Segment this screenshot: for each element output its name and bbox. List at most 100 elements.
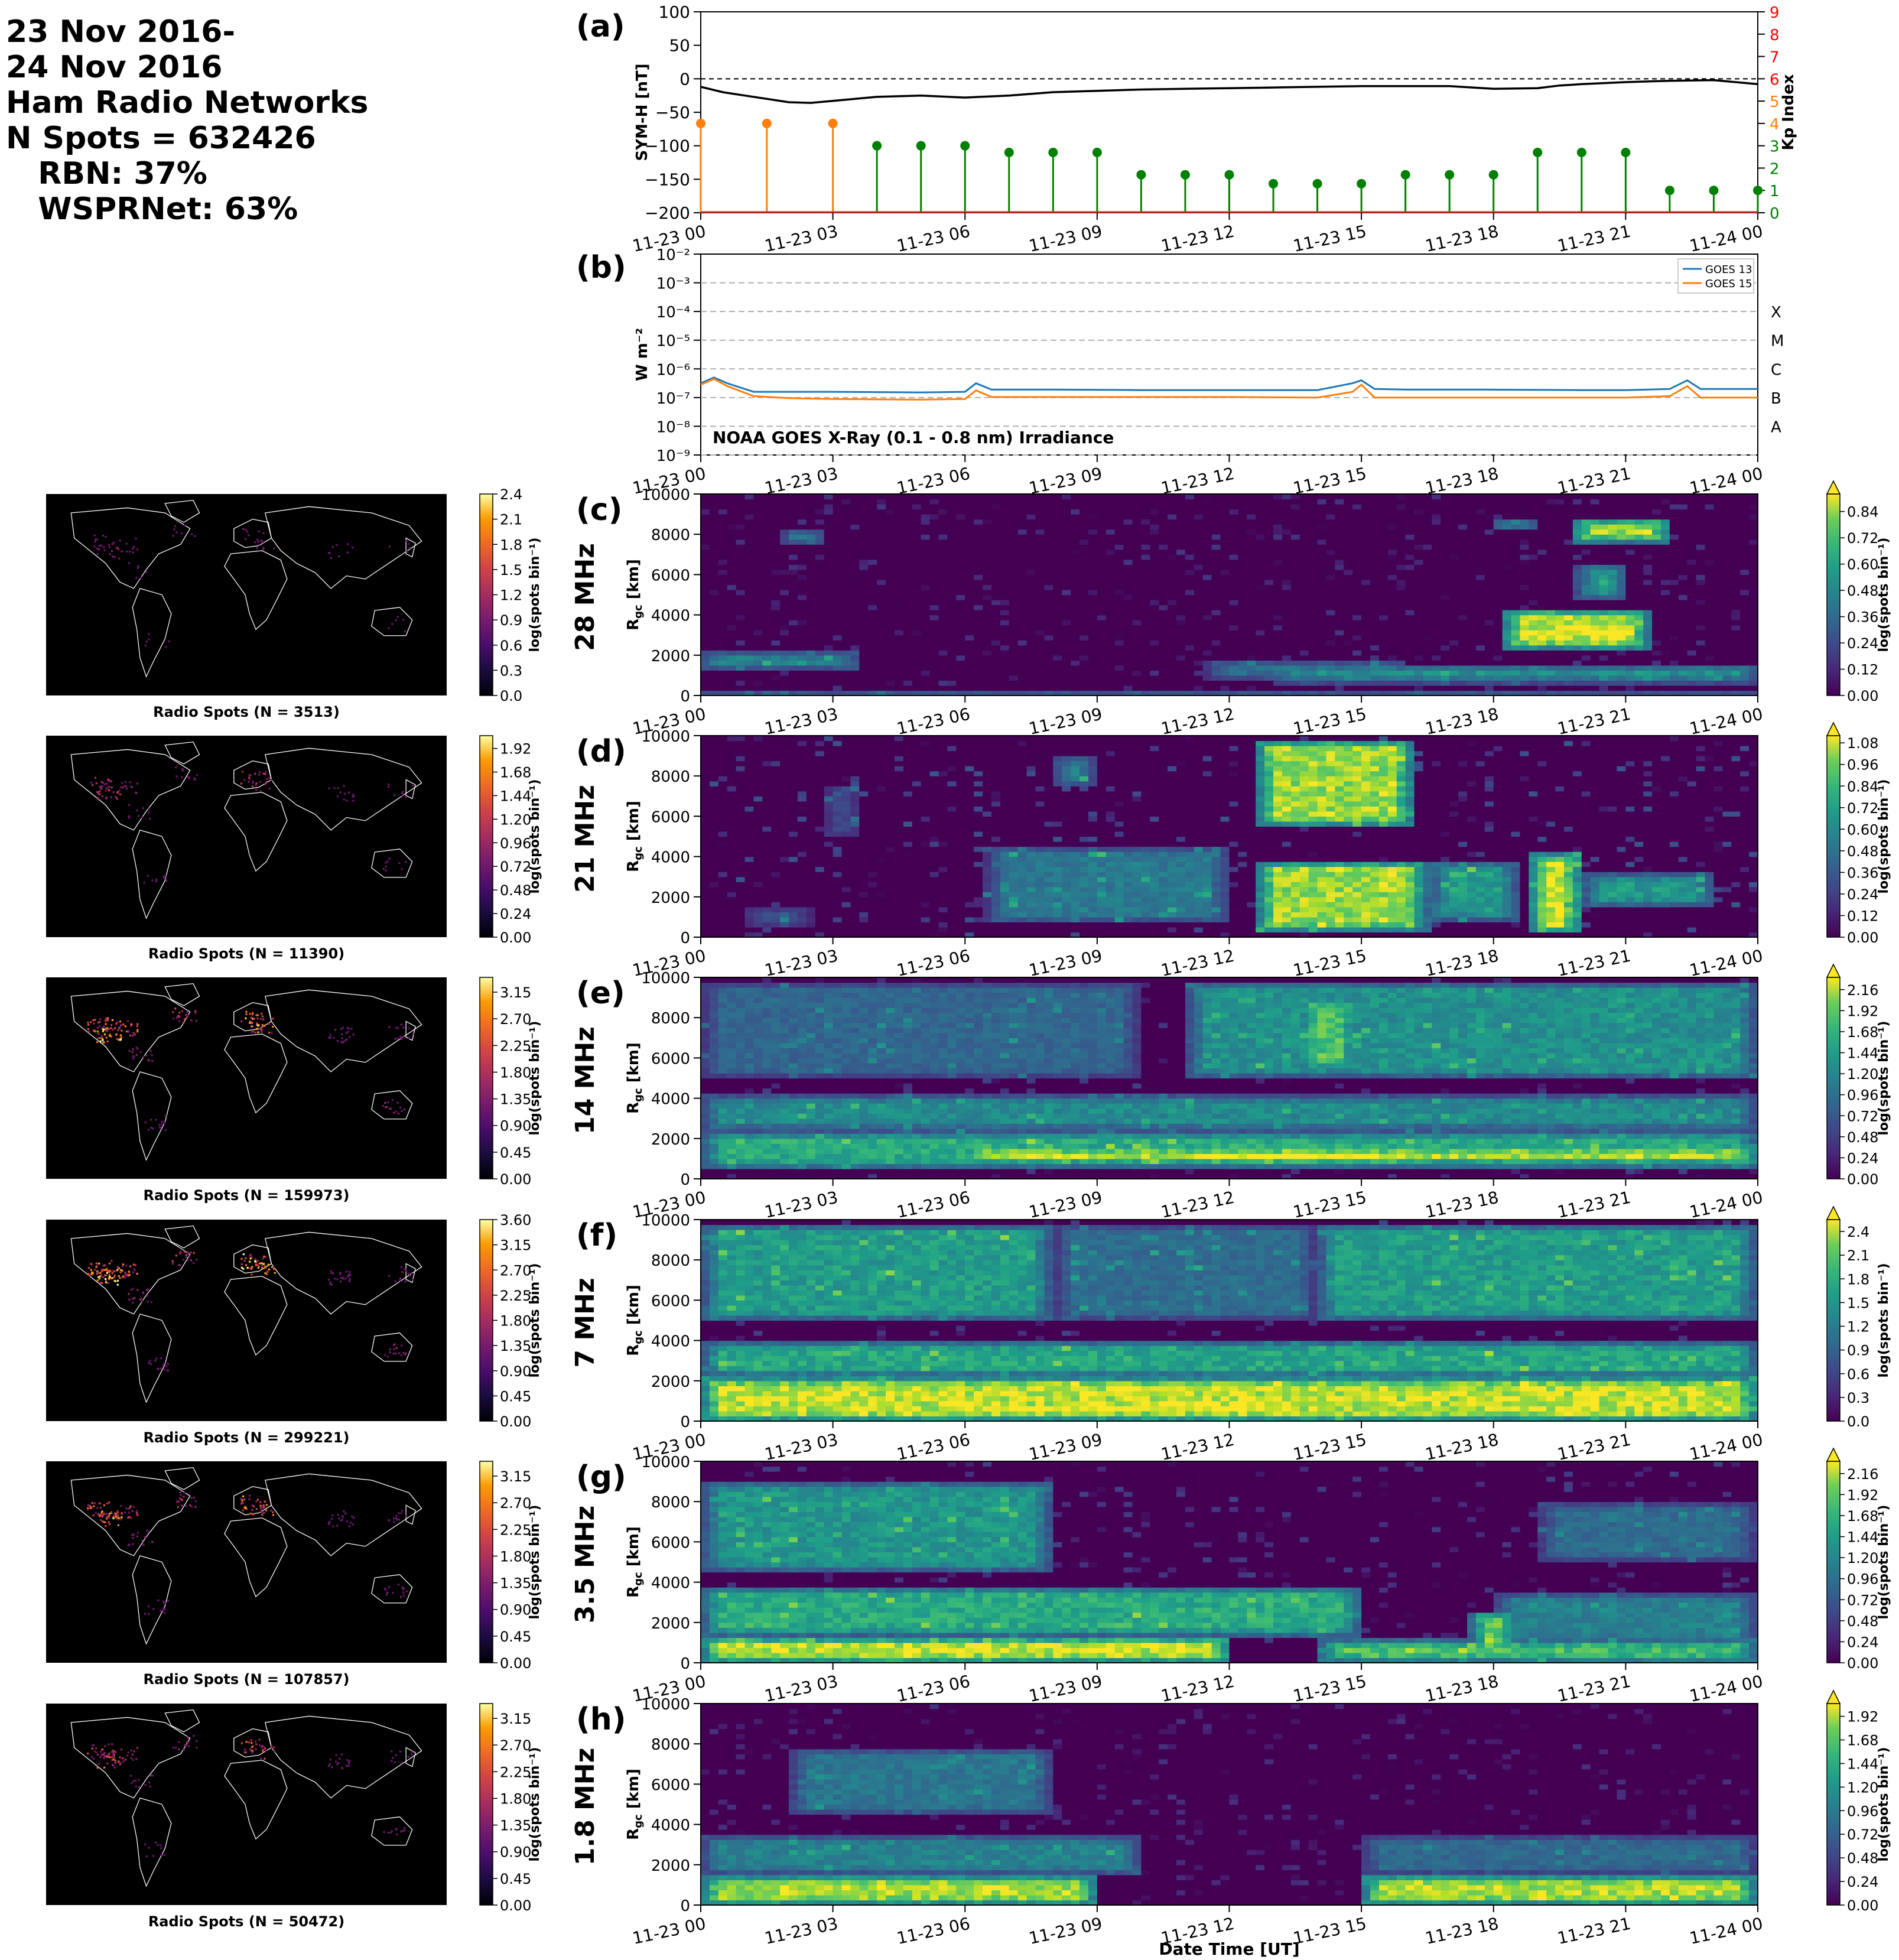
heatmap-cell xyxy=(1230,595,1239,600)
heatmap-cell xyxy=(1503,514,1512,519)
heatmap-cell xyxy=(745,630,755,635)
heatmap-cell xyxy=(1062,600,1071,605)
heatmap-cell xyxy=(815,524,825,529)
heatmap-cell xyxy=(956,610,965,615)
heatmap-cell xyxy=(1661,635,1670,641)
heatmap-cell xyxy=(1344,630,1353,635)
heatmap-cell xyxy=(1291,650,1300,655)
heatmap-cell xyxy=(1018,620,1027,625)
heatmap-cell xyxy=(1537,564,1547,570)
heatmap-cell xyxy=(1185,600,1195,605)
heatmap-cell xyxy=(1564,605,1573,610)
heatmap-cell xyxy=(1361,615,1371,620)
heatmap-cell xyxy=(859,580,869,585)
heatmap-cell xyxy=(1361,534,1371,539)
heatmap-cell xyxy=(1458,524,1468,529)
heatmap-cell xyxy=(1291,630,1300,635)
heatmap-cell xyxy=(850,584,860,590)
heatmap-cell xyxy=(1361,595,1371,600)
heatmap-cell xyxy=(1687,544,1697,550)
heatmap-cell xyxy=(921,610,931,615)
heatmap-cell xyxy=(1062,519,1071,525)
heatmap-cell xyxy=(1309,514,1318,519)
heatmap-cell xyxy=(1282,685,1292,691)
heatmap-cell xyxy=(842,615,851,620)
heatmap-cell xyxy=(1582,564,1591,570)
heatmap-cell xyxy=(1344,590,1353,595)
heatmap-cell xyxy=(1282,580,1292,585)
heatmap-cell xyxy=(789,675,798,681)
heatmap-cell xyxy=(1537,534,1547,539)
heatmap-cell xyxy=(1344,670,1353,675)
heatmap-cell xyxy=(974,620,983,625)
heatmap-cell xyxy=(1194,514,1204,519)
heatmap-cell xyxy=(1062,529,1071,535)
heatmap-cell xyxy=(1476,680,1485,685)
heatmap-cell xyxy=(1713,574,1723,580)
heatmap-cell xyxy=(1573,635,1582,641)
heatmap-cell xyxy=(1740,514,1750,519)
heatmap-cell xyxy=(1388,600,1397,605)
heatmap-cell xyxy=(753,655,763,661)
heatmap-cell xyxy=(1661,645,1670,651)
heatmap-cell xyxy=(1150,615,1159,620)
heatmap-cell xyxy=(1749,665,1758,671)
heatmap-cell xyxy=(1044,645,1053,651)
heatmap-cell xyxy=(1617,584,1626,590)
heatmap-cell xyxy=(1617,519,1626,525)
heatmap-cell xyxy=(1071,660,1080,665)
heatmap-cell xyxy=(833,509,843,515)
heatmap-cell xyxy=(930,685,939,691)
heatmap-cell xyxy=(1062,534,1071,539)
heatmap-cell xyxy=(1256,550,1265,555)
heatmap-cell xyxy=(1696,529,1706,535)
heatmap-cell xyxy=(1722,670,1732,675)
heatmap-cell xyxy=(1467,630,1477,635)
kp-marker-8 xyxy=(1092,148,1102,157)
heatmap-cell xyxy=(1731,509,1741,515)
heatmap-cell xyxy=(1670,509,1679,515)
heatmap-cell xyxy=(1318,529,1327,535)
heatmap-cell xyxy=(701,680,710,685)
heatmap-cell xyxy=(1634,580,1644,585)
heatmap-cell xyxy=(1238,600,1247,605)
heatmap-cell xyxy=(1440,650,1450,655)
heatmap-cell xyxy=(1573,564,1582,570)
heatmap-cell xyxy=(1591,655,1600,661)
heatmap-cell xyxy=(1027,615,1036,620)
heatmap-cell xyxy=(1440,590,1450,595)
heatmap-cell xyxy=(947,509,957,515)
heatmap-cell xyxy=(1661,564,1670,570)
heatmap-cell xyxy=(1731,640,1741,645)
heatmap-cell xyxy=(1634,600,1644,605)
heatmap-cell xyxy=(798,675,807,681)
heatmap-cell xyxy=(1053,675,1062,681)
heatmap-cell xyxy=(965,600,974,605)
heatmap-cell xyxy=(1379,615,1389,620)
heatmap-cell xyxy=(1440,539,1450,545)
heatmap-cell xyxy=(965,605,974,610)
heatmap-cell xyxy=(807,590,816,595)
heatmap-cell xyxy=(1713,655,1723,661)
heatmap-cell xyxy=(1599,590,1609,595)
heatmap-cell xyxy=(1582,519,1591,525)
heatmap-cell xyxy=(1344,675,1353,681)
heatmap-cell xyxy=(807,570,816,575)
heatmap-cell xyxy=(762,514,772,519)
heatmap-cell xyxy=(850,685,860,691)
heatmap-cell xyxy=(1141,580,1150,585)
heatmap-cell xyxy=(1282,524,1292,529)
heatmap-cell xyxy=(859,584,869,590)
heatmap-cell xyxy=(1740,564,1750,570)
heatmap-cell xyxy=(921,514,931,519)
heatmap-cell xyxy=(939,670,948,675)
heatmap-cell xyxy=(1106,544,1116,550)
heatmap-cell xyxy=(1599,544,1609,550)
heatmap-cell xyxy=(1264,625,1274,630)
heatmap-cell xyxy=(903,509,913,515)
heatmap-cell xyxy=(1397,584,1406,590)
heatmap-cell xyxy=(1591,630,1600,635)
heatmap-cell xyxy=(1344,580,1353,585)
heatmap-cell xyxy=(1150,584,1159,590)
heatmap-cell xyxy=(850,650,860,655)
